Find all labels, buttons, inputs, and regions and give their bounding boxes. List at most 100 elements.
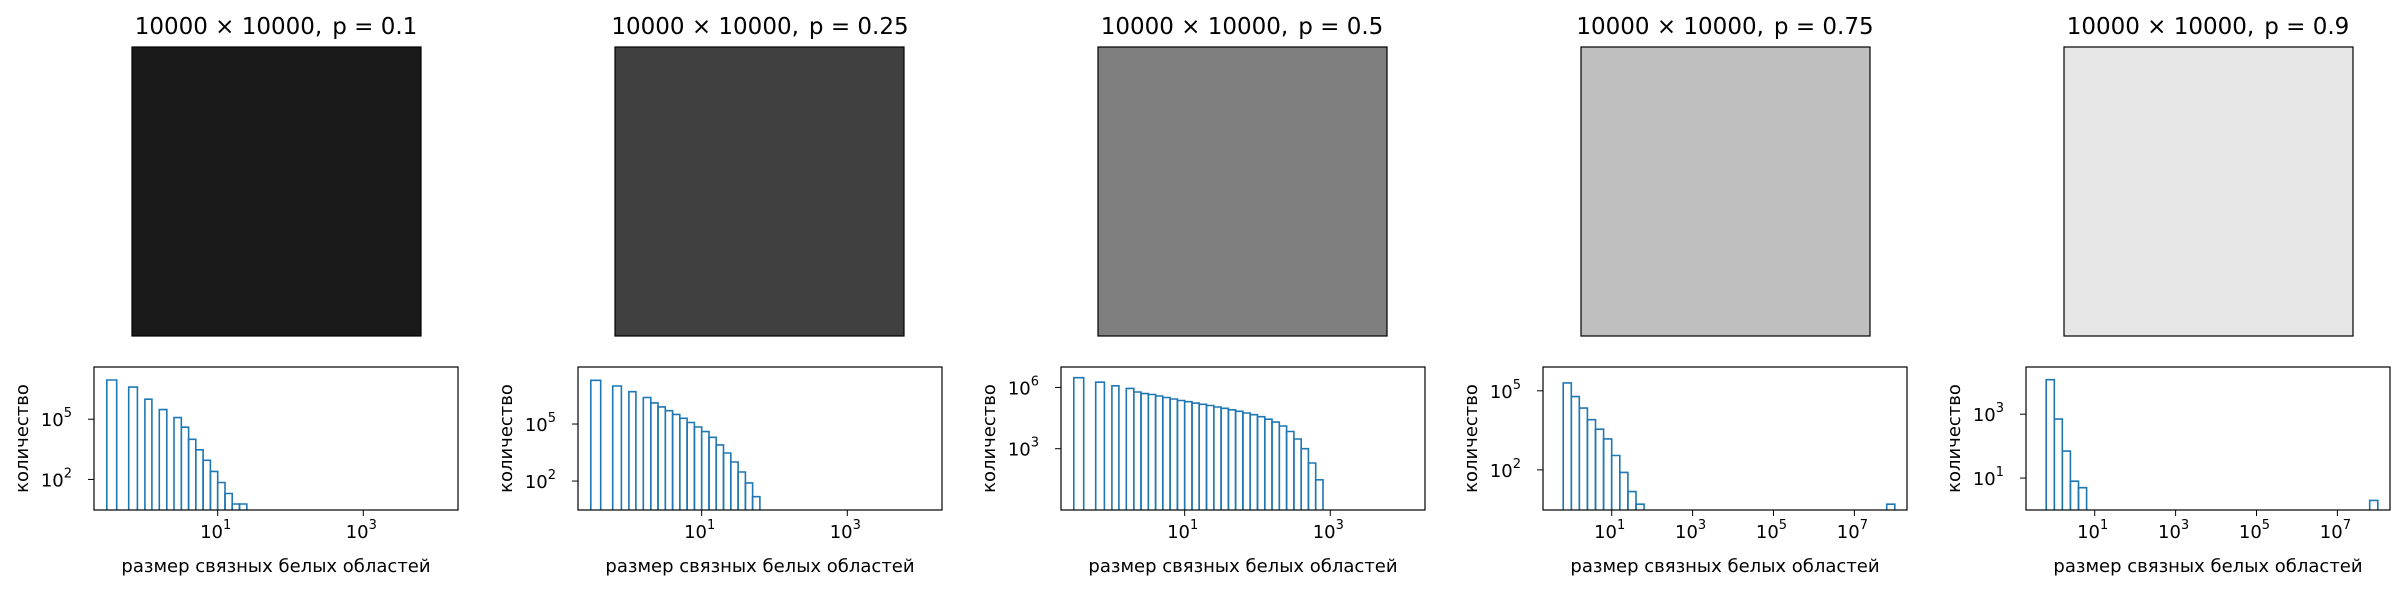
y-tick-exponent: 2: [1513, 457, 1521, 472]
histogram-bar: [127, 386, 139, 510]
histogram-bar: [202, 459, 212, 510]
image-panel-2: 10000 × 10000, p = 0.25: [611, 14, 909, 337]
panel-title: 10000 × 10000, p = 0.9: [2067, 14, 2350, 40]
histogram-bar: [1205, 404, 1215, 510]
x-tick-base: 10: [2320, 522, 2343, 543]
histogram-bar: [671, 413, 681, 510]
histogram-bar: [1278, 425, 1288, 510]
x-tick-base: 10: [684, 522, 707, 543]
x-tick-base: 10: [830, 522, 853, 543]
y-tick-base: 10: [525, 415, 548, 436]
lattice-image: [614, 46, 905, 337]
y-tick-base: 10: [1008, 378, 1031, 399]
histogram-bar: [1602, 438, 1613, 510]
y-tick-label: 105: [525, 411, 556, 436]
histogram-bar: [1586, 418, 1597, 510]
lattice-image: [1097, 46, 1388, 337]
histogram-bar: [1619, 471, 1629, 510]
panel-title-p: p = 0.75: [1774, 14, 1874, 40]
x-tick-base: 10: [346, 522, 369, 543]
y-tick-base: 10: [1490, 461, 1513, 482]
y-tick-base: 10: [41, 470, 64, 491]
y-tick-label: 105: [1490, 378, 1521, 403]
y-tick-exponent: 2: [548, 468, 556, 483]
x-tick-base: 10: [1837, 522, 1860, 543]
y-tick-exponent: 5: [548, 411, 556, 426]
histogram-bar: [173, 416, 183, 510]
panel-title-dims: 10000 × 10000,: [1101, 14, 1289, 40]
x-tick-exponent: 7: [1860, 518, 1868, 533]
y-tick-exponent: 6: [1031, 374, 1039, 389]
histogram-bar: [650, 402, 659, 510]
x-tick-base: 10: [2077, 522, 2100, 543]
y-axis-label: количество: [1944, 384, 1965, 493]
y-tick-label: 106: [1008, 374, 1039, 399]
histogram-bar: [2069, 480, 2080, 510]
histogram-bar: [195, 449, 204, 510]
histogram-bar: [2077, 486, 2088, 510]
y-tick-label: 103: [1973, 401, 2004, 426]
x-axis-label: размер связных белых областей: [605, 556, 914, 577]
x-tick-exponent: 3: [1698, 518, 1706, 533]
axes-frame: [577, 366, 943, 511]
x-tick-base: 10: [1675, 522, 1698, 543]
panel-title: 10000 × 10000, p = 0.1: [135, 14, 418, 40]
histogram-bar: [158, 408, 168, 510]
panel-title: 10000 × 10000, p = 0.25: [611, 14, 908, 40]
histogram-bar: [216, 481, 226, 510]
x-tick-exponent: 3: [853, 518, 861, 533]
histogram-bar: [642, 396, 652, 510]
histogram-bar: [144, 398, 153, 510]
histogram-bar: [106, 379, 118, 510]
histogram-bar: [1227, 409, 1237, 510]
histogram-bar: [1191, 402, 1200, 510]
histogram-bar: [2368, 499, 2379, 510]
x-tick-base: 10: [2239, 522, 2262, 543]
histogram-bar: [1198, 403, 1208, 510]
image-panel-1: 10000 × 10000, p = 0.1: [131, 14, 422, 337]
x-tick-label: 101: [1167, 518, 1198, 543]
histogram-bar: [708, 436, 717, 510]
histogram-bar: [1234, 410, 1244, 510]
x-tick-label: 107: [1837, 518, 1868, 543]
x-tick-label: 103: [346, 518, 377, 543]
x-tick-exponent: 3: [2181, 518, 2189, 533]
histogram-bar: [1176, 399, 1186, 510]
x-tick-exponent: 1: [1190, 518, 1198, 533]
histogram-bar: [180, 426, 190, 510]
x-tick-base: 10: [1756, 522, 1779, 543]
histogram-bar: [1635, 503, 1645, 510]
histogram-bar: [1133, 391, 1142, 510]
x-axis-label: размер связных белых областей: [1570, 556, 1879, 577]
y-axis-label: количество: [496, 384, 517, 493]
x-tick-exponent: 1: [223, 518, 231, 533]
histogram-bar: [737, 471, 747, 510]
histogram-bar: [744, 482, 754, 510]
y-tick-exponent: 3: [1031, 436, 1039, 451]
histogram-bar: [1249, 413, 1259, 510]
histogram-bar: [1570, 395, 1581, 510]
histogram-bar: [1271, 421, 1281, 510]
x-tick-base: 10: [2158, 522, 2181, 543]
histogram-bar: [715, 444, 725, 510]
x-tick-label: 107: [2320, 518, 2351, 543]
lattice-image: [1580, 46, 1871, 337]
y-tick-exponent: 5: [64, 406, 72, 421]
x-tick-label: 103: [2158, 518, 2189, 543]
y-tick-exponent: 3: [1996, 401, 2004, 416]
lattice-image: [131, 46, 422, 337]
panel-title-p: p = 0.25: [809, 14, 909, 40]
histogram-bar: [1885, 503, 1896, 510]
x-tick-label: 105: [1756, 518, 1787, 543]
histogram-bar: [187, 438, 197, 510]
x-tick-label: 105: [2239, 518, 2270, 543]
histogram-bar: [730, 461, 739, 510]
y-tick-base: 10: [1973, 469, 1996, 490]
histogram-bar: [2045, 378, 2056, 510]
y-tick-label: 102: [525, 468, 556, 493]
y-tick-base: 10: [1008, 440, 1031, 461]
histogram-bar: [1154, 395, 1164, 510]
histogram-bar: [664, 409, 674, 510]
